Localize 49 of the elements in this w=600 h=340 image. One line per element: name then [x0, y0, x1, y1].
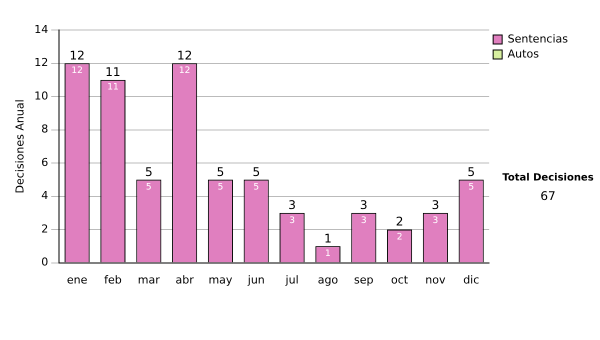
data-label: 12: [178, 66, 190, 76]
x-tick-label: jul: [284, 273, 299, 286]
text: Total Decisiones: [502, 172, 594, 184]
x-tick-label: ene: [66, 273, 88, 286]
y-tick-label: 14: [34, 22, 48, 36]
data-label: 3: [289, 216, 295, 226]
y-tick-label: 10: [34, 89, 48, 102]
data-label: 5: [253, 182, 260, 192]
total-label: 12: [176, 48, 192, 62]
y-tick-label: 2: [41, 222, 48, 236]
x-tick-label: mar: [138, 273, 160, 286]
total-label: 11: [105, 65, 121, 80]
x-tick-label: feb: [104, 273, 122, 286]
total-label: 2: [396, 214, 404, 229]
x-tick-label: dic: [463, 273, 480, 286]
data-label: 5: [146, 182, 152, 192]
data-label: 12: [71, 66, 83, 76]
data-label: 3: [360, 216, 367, 226]
total-label: 5: [144, 164, 153, 179]
legend-label: Autos: [508, 47, 540, 60]
x-tick-label: ago: [318, 273, 338, 286]
x-tick-label: jun: [246, 273, 265, 286]
total-label: 12: [69, 48, 85, 62]
data-label: 3: [432, 216, 438, 226]
total-label: 5: [467, 164, 476, 179]
data-label: 2: [396, 232, 402, 242]
x-tick-label: may: [208, 273, 233, 286]
x-tick-label: abr: [175, 273, 194, 286]
data-label: 1: [325, 249, 331, 260]
y-tick-label: 4: [41, 189, 48, 202]
x-tick-label: oct: [391, 273, 409, 286]
x-tick-label: sep: [354, 273, 374, 286]
data-label: 5: [218, 182, 224, 192]
y-tick-label: 12: [34, 56, 48, 70]
total-label: 3: [432, 198, 440, 212]
total-label: 5: [216, 164, 224, 179]
total-label: 1: [324, 231, 332, 246]
text: 67: [540, 189, 556, 204]
y-tick-label: 6: [41, 156, 48, 169]
legend-label: Sentencias: [508, 32, 568, 46]
y-tick-label: 0: [41, 256, 48, 269]
total-label: 5: [252, 164, 260, 179]
x-tick-label: nov: [425, 273, 446, 286]
data-label: 11: [107, 82, 119, 93]
y-axis-title: Decisiones Anual: [13, 99, 26, 194]
total-label: 3: [360, 198, 368, 212]
y-tick-label: 8: [41, 122, 48, 136]
data-label: 5: [468, 182, 474, 192]
total-label: 3: [288, 198, 296, 212]
